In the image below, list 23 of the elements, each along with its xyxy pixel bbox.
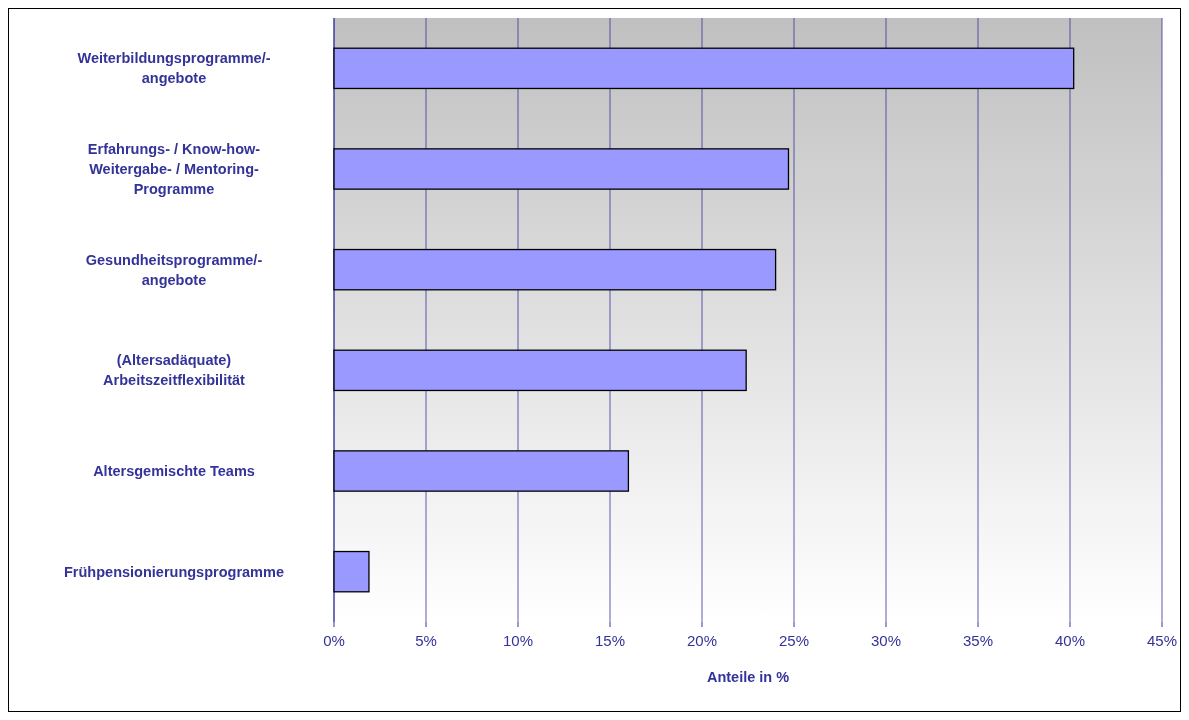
- x-tick-label: 15%: [594, 632, 626, 649]
- bar: [333, 248, 777, 291]
- x-axis-title: Anteile in %: [706, 669, 790, 685]
- y-tick-label: Weiterbildungsprogramme/- angebote: [77, 50, 271, 87]
- x-tick-label: 5%: [415, 632, 437, 649]
- x-tick-label: 10%: [502, 632, 534, 649]
- x-tick-label: 40%: [1054, 632, 1086, 649]
- bar: [333, 47, 1075, 90]
- bar: [333, 450, 630, 492]
- x-tick-label: 30%: [870, 632, 902, 649]
- bar: [333, 550, 370, 593]
- bar: [333, 148, 790, 190]
- y-tick-label: (Altersadäquate) Arbeitszeitflexibilität: [103, 352, 246, 389]
- x-tick-label: 0%: [323, 632, 345, 649]
- bar: [333, 349, 747, 392]
- x-tick-label: 35%: [962, 632, 994, 649]
- y-tick-label: Frühpensionierungsprogramme: [64, 563, 284, 580]
- x-tick-label: 25%: [778, 632, 810, 649]
- y-tick-label: Erfahrungs- / Know-how- Weitergabe- / Mentoring- Programme: [87, 141, 261, 197]
- x-tick-label: 20%: [686, 632, 718, 649]
- y-tick-label: Gesundheitsprogramme/- angebote: [85, 251, 263, 288]
- x-tick-label: 45%: [1146, 632, 1178, 649]
- y-tick-label: Altersgemischte Teams: [93, 463, 255, 479]
